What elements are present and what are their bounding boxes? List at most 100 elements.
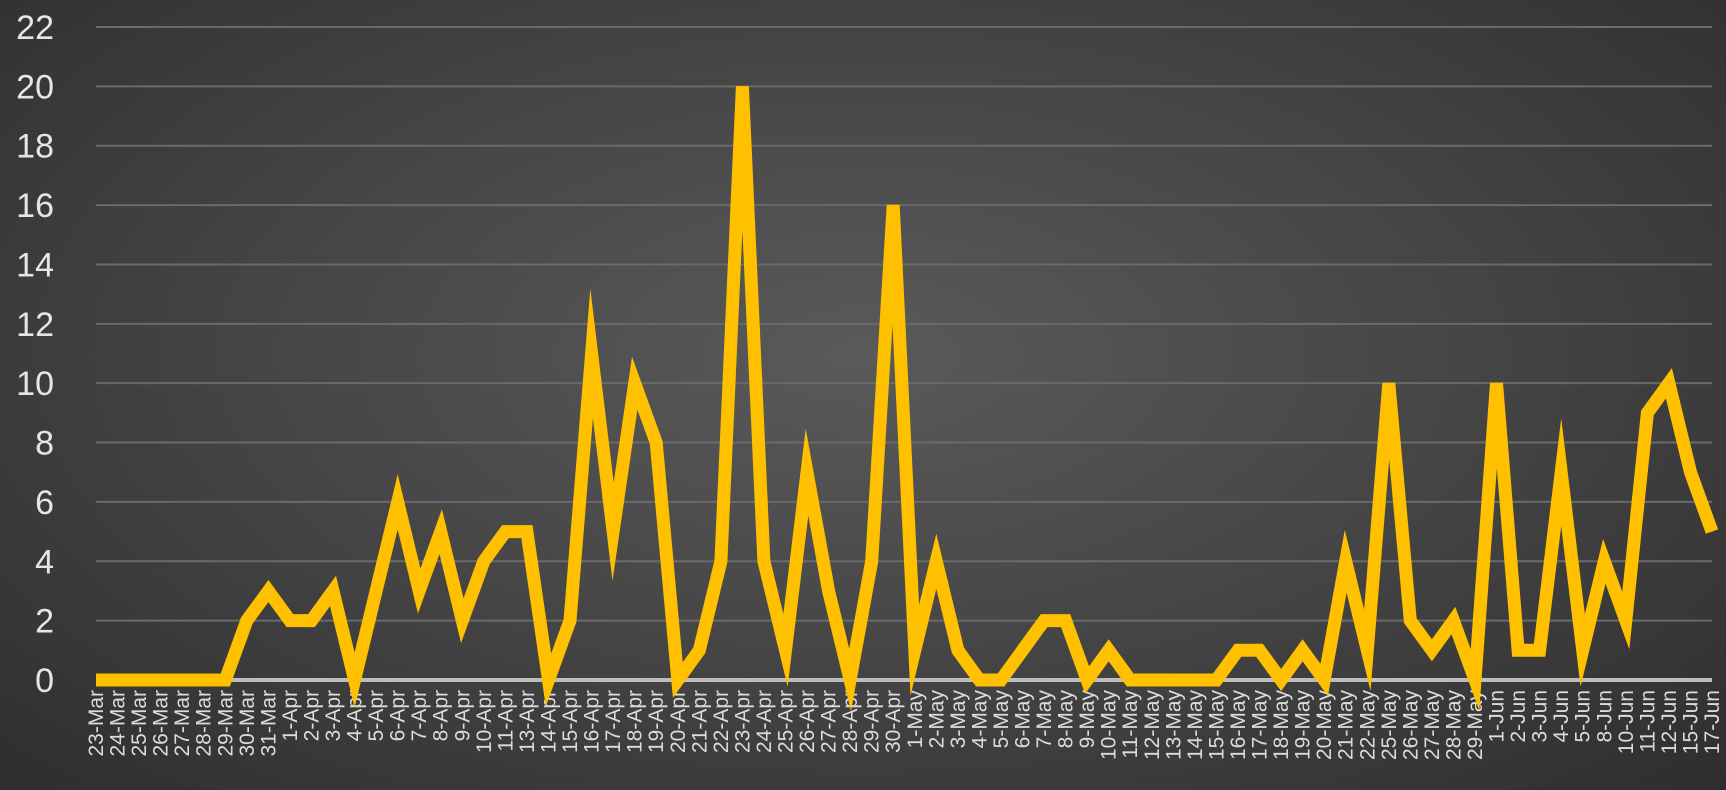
data-point — [1086, 679, 1088, 681]
x-tick-label: 17-May — [1249, 690, 1272, 761]
x-tick-label: 27-Mar — [171, 690, 194, 757]
data-point — [418, 590, 420, 592]
data-point — [569, 620, 571, 622]
data-point — [1043, 620, 1045, 622]
data-point — [332, 590, 334, 592]
data-point — [1646, 412, 1648, 414]
x-tick-label: 22-May — [1356, 690, 1379, 761]
x-tick-label: 21-May — [1335, 690, 1358, 761]
x-tick-label: 1-May — [904, 690, 927, 749]
data-point — [1215, 679, 1217, 681]
x-tick-label: 8-Apr — [430, 690, 453, 741]
x-tick-label: 5-Apr — [365, 690, 388, 741]
x-tick-label: 6-May — [1012, 690, 1035, 749]
x-tick-label: 4-Apr — [344, 690, 367, 741]
data-point — [1194, 679, 1196, 681]
x-tick-label: 17-Jun — [1701, 690, 1724, 754]
data-point — [784, 649, 786, 651]
x-tick-label: 12-May — [1141, 690, 1164, 761]
x-tick-label: 7-Apr — [408, 690, 431, 741]
data-point — [440, 531, 442, 533]
data-point — [1474, 679, 1476, 681]
data-point — [698, 649, 700, 651]
x-tick-label: 27-May — [1421, 690, 1444, 761]
x-tick-label: 20-Apr — [667, 690, 690, 753]
x-tick-label: 13-Apr — [516, 690, 539, 753]
data-point — [397, 501, 399, 503]
data-point — [763, 560, 765, 562]
y-tick-label: 2 — [35, 603, 54, 641]
y-tick-label: 8 — [35, 425, 54, 463]
x-tick-label: 18-Apr — [624, 690, 647, 753]
data-point — [1000, 679, 1002, 681]
x-tick-label: 28-Mar — [193, 690, 216, 757]
x-tick-label: 25-Apr — [774, 690, 797, 753]
x-tick-label: 30-Apr — [882, 690, 905, 753]
data-point — [1280, 679, 1282, 681]
data-point — [1237, 649, 1239, 651]
x-tick-label: 10-May — [1098, 690, 1121, 761]
data-point — [1302, 649, 1304, 651]
data-point — [612, 531, 614, 533]
data-point — [117, 679, 119, 681]
x-tick-label: 25-May — [1378, 690, 1401, 761]
x-tick-label: 16-Apr — [581, 690, 604, 753]
x-tick-label: 26-May — [1399, 690, 1422, 761]
x-tick-label: 24-Apr — [753, 690, 776, 753]
data-point — [935, 560, 937, 562]
x-tick-label: 3-May — [947, 690, 970, 749]
x-tick-label: 19-May — [1292, 690, 1315, 761]
data-point — [1151, 679, 1153, 681]
data-point — [1259, 649, 1261, 651]
x-tick-label: 28-May — [1442, 690, 1465, 761]
data-point — [1711, 531, 1713, 533]
y-axis-ticks: 0 2 4 6 8 10 12 14 16 18 20 22 — [16, 9, 54, 700]
x-tick-label: 3-Jun — [1529, 690, 1552, 743]
data-point — [1323, 679, 1325, 681]
x-tick-label: 17-Apr — [602, 690, 625, 753]
data-point — [871, 560, 873, 562]
x-tick-label: 31-Mar — [257, 690, 280, 757]
x-tick-label: 27-Apr — [818, 690, 841, 753]
x-tick-label: 3-Apr — [322, 690, 345, 741]
data-point — [310, 620, 312, 622]
x-tick-label: 14-Apr — [537, 690, 560, 753]
y-tick-label: 14 — [16, 246, 54, 284]
data-point — [828, 590, 830, 592]
x-tick-label: 23-Mar — [85, 690, 108, 757]
data-point — [849, 679, 851, 681]
x-tick-label: 12-Jun — [1658, 690, 1681, 754]
data-point — [1366, 649, 1368, 651]
data-point — [1388, 382, 1390, 384]
data-point — [1409, 620, 1411, 622]
data-point — [741, 85, 743, 87]
y-tick-label: 10 — [16, 365, 54, 403]
data-point — [957, 649, 959, 651]
x-tick-label: 28-Apr — [839, 690, 862, 753]
data-point — [1582, 649, 1584, 651]
x-tick-label: 9-May — [1076, 690, 1099, 749]
data-point — [1129, 679, 1131, 681]
data-point — [1603, 560, 1605, 562]
x-tick-label: 15-Jun — [1679, 690, 1702, 754]
data-point — [892, 204, 894, 206]
data-point — [267, 590, 269, 592]
x-tick-label: 1-Apr — [279, 690, 302, 741]
x-tick-label: 11-Apr — [494, 690, 517, 751]
data-point — [655, 442, 657, 444]
data-point — [181, 679, 183, 681]
data-point — [354, 679, 356, 681]
data-point — [483, 560, 485, 562]
x-tick-label: 26-Apr — [796, 690, 819, 753]
x-tick-label: 29-Apr — [861, 690, 884, 753]
y-tick-label: 0 — [35, 662, 54, 700]
data-point — [1496, 382, 1498, 384]
series-layer — [95, 85, 1719, 712]
x-tick-label: 7-May — [1033, 690, 1056, 749]
x-tick-label: 25-Mar — [128, 690, 151, 757]
data-point — [1172, 679, 1174, 681]
x-tick-label: 19-Apr — [645, 690, 668, 753]
x-tick-label: 1-Jun — [1486, 690, 1509, 743]
data-point — [806, 471, 808, 473]
